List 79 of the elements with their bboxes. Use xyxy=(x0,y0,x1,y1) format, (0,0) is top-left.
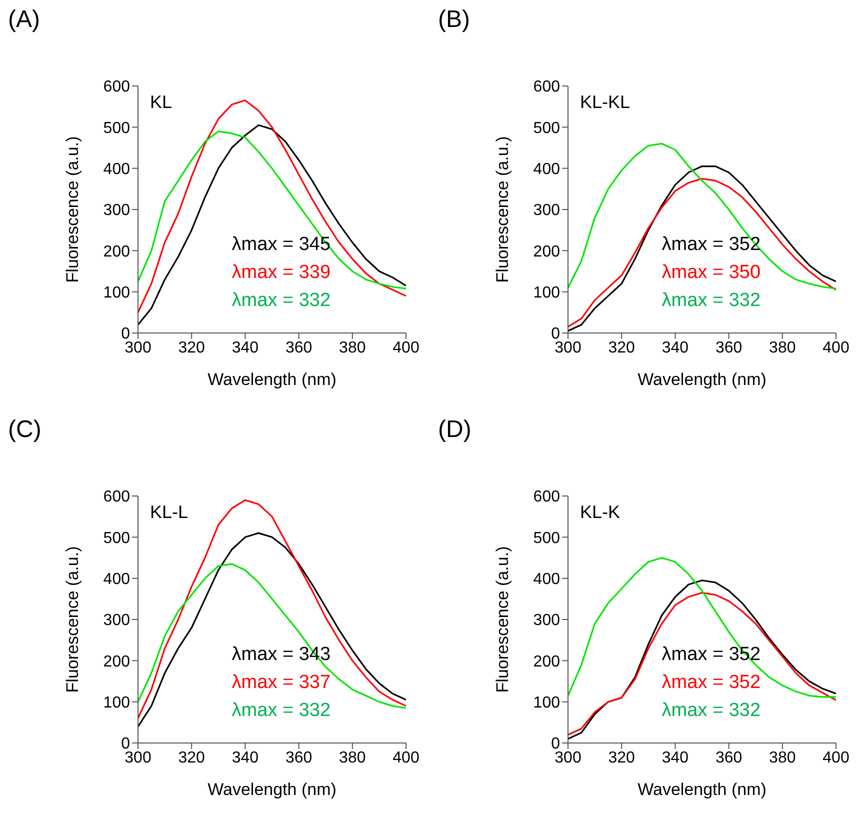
line-series xyxy=(568,142,836,290)
x-tick-label: 380 xyxy=(339,749,366,766)
y-tick-label: 300 xyxy=(533,202,560,220)
x-tick-label: 360 xyxy=(285,749,312,766)
chart-title: (B) xyxy=(438,6,470,34)
annotation: λmax = 332 xyxy=(232,290,331,312)
y-tick-label: 100 xyxy=(103,284,130,302)
y-axis-title: Fluorescence (a.u.) xyxy=(63,546,82,693)
annotation: λmax = 350 xyxy=(662,262,761,284)
x-tick-label: 340 xyxy=(232,749,259,766)
x-tick-label: 320 xyxy=(178,339,206,356)
y-tick-label: 0 xyxy=(551,326,560,343)
y-tick-label: 100 xyxy=(103,694,130,712)
y-axis-title: Fluorescence (a.u.) xyxy=(493,136,512,283)
y-tick-label: 400 xyxy=(533,161,560,178)
y-tick-label: 200 xyxy=(533,243,560,260)
y-tick-label: 500 xyxy=(533,530,560,547)
y-tick-label: 300 xyxy=(533,612,560,630)
y-tick-label: 300 xyxy=(103,202,130,220)
line-series xyxy=(138,130,406,290)
x-tick-label: 360 xyxy=(715,339,742,356)
x-tick-label: 320 xyxy=(178,749,206,766)
y-tick-label: 600 xyxy=(533,78,560,96)
x-tick-label: 320 xyxy=(608,749,636,766)
line-series xyxy=(138,124,406,326)
y-tick-label: 400 xyxy=(103,571,130,588)
x-tick-label: 340 xyxy=(662,749,689,766)
chart-subtitle: KL-K xyxy=(580,502,620,523)
chart-subtitle: KL-KL xyxy=(580,92,630,113)
y-tick-label: 500 xyxy=(533,120,560,137)
y-tick-label: 400 xyxy=(103,161,130,178)
annotation: λmax = 337 xyxy=(232,672,331,694)
annotation: λmax = 332 xyxy=(232,700,331,722)
y-tick-label: 600 xyxy=(103,488,130,506)
y-tick-label: 600 xyxy=(533,488,560,506)
x-tick-label: 400 xyxy=(392,749,420,766)
chart-title: (C) xyxy=(8,416,42,444)
annotation: λmax = 332 xyxy=(662,700,761,722)
x-tick-label: 380 xyxy=(339,339,366,356)
x-tick-label: 400 xyxy=(822,749,850,766)
y-tick-label: 300 xyxy=(103,612,130,630)
x-tick-label: 340 xyxy=(662,339,689,356)
y-tick-label: 200 xyxy=(103,243,130,260)
x-axis-title: Wavelength (nm) xyxy=(638,780,766,799)
y-tick-label: 400 xyxy=(533,571,560,588)
annotation: λmax = 339 xyxy=(232,262,331,284)
x-tick-label: 400 xyxy=(822,339,850,356)
x-tick-label: 360 xyxy=(285,339,312,356)
chart-subtitle: KL xyxy=(150,92,172,113)
x-tick-label: 380 xyxy=(769,749,796,766)
y-tick-label: 600 xyxy=(103,78,130,96)
x-tick-label: 360 xyxy=(715,749,742,766)
y-tick-label: 0 xyxy=(551,736,560,753)
annotation: λmax = 352 xyxy=(662,672,761,694)
y-tick-label: 0 xyxy=(121,326,130,343)
y-tick-label: 0 xyxy=(121,736,130,753)
line-series xyxy=(138,499,406,720)
y-tick-label: 200 xyxy=(533,653,560,670)
y-tick-label: 500 xyxy=(103,530,130,547)
y-tick-label: 500 xyxy=(103,120,130,137)
x-axis-title: Wavelength (nm) xyxy=(638,370,766,389)
x-tick-label: 380 xyxy=(769,339,796,356)
line-series xyxy=(138,532,406,728)
y-axis-title: Fluorescence (a.u.) xyxy=(63,136,82,283)
y-tick-label: 100 xyxy=(533,694,560,712)
x-tick-label: 400 xyxy=(392,339,420,356)
x-tick-label: 340 xyxy=(232,339,259,356)
annotation: λmax = 345 xyxy=(232,234,331,256)
y-tick-label: 200 xyxy=(103,653,130,670)
chart-title: (D) xyxy=(438,416,472,444)
annotation: λmax = 332 xyxy=(662,290,761,312)
x-axis-title: Wavelength (nm) xyxy=(208,780,336,799)
x-axis-title: Wavelength (nm) xyxy=(208,370,336,389)
line-series xyxy=(568,556,836,698)
chart-subtitle: KL-L xyxy=(150,502,188,523)
chart-title: (A) xyxy=(8,6,40,34)
x-tick-label: 320 xyxy=(608,339,636,356)
y-tick-label: 100 xyxy=(533,284,560,302)
y-axis-title: Fluorescence (a.u.) xyxy=(493,546,512,693)
